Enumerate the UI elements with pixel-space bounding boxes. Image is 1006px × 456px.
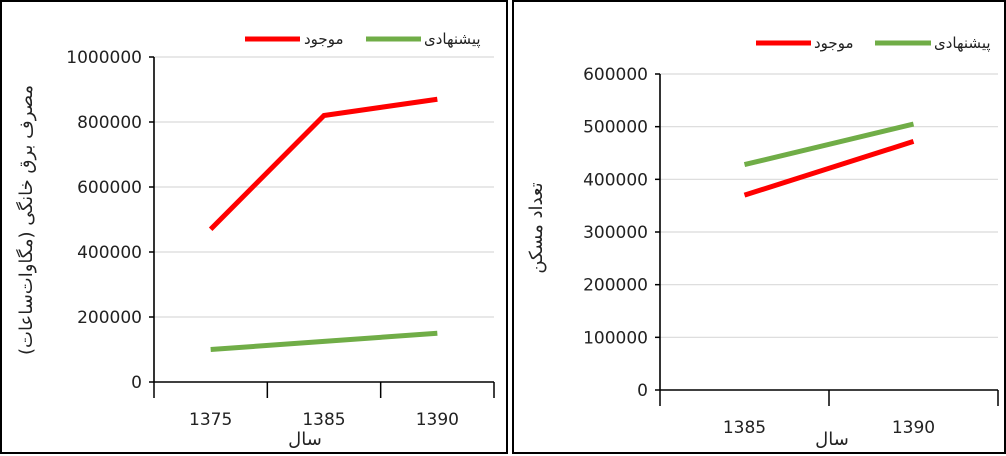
chart-panel-housing-electricity: 0 200000 400000 600000 800000 1000000 1375 1385… [0, 0, 508, 454]
legend-label-0: موجود [304, 30, 344, 48]
x-tick-label: 1385 [302, 410, 345, 430]
x-tick-label: 1390 [416, 410, 459, 430]
y-tick-label: 0 [637, 381, 648, 401]
y-tick-label: 200000 [583, 276, 648, 296]
y-tick-label: 200000 [77, 308, 142, 328]
x-tick-label: 1390 [892, 418, 935, 438]
legend-label-0: موجود [814, 34, 854, 52]
x-tick-label: 1385 [723, 418, 766, 438]
y-tick-label: 600000 [77, 178, 142, 198]
x-axis-title: سال [815, 429, 849, 450]
housing-count-chart: 0 100000 200000 300000 400000 500000 600000 138… [514, 2, 1006, 456]
x-tick-label: 1375 [189, 410, 232, 430]
chart-panel-housing-count: 0 100000 200000 300000 400000 500000 600000 138… [512, 0, 1006, 454]
y-tick-label: 400000 [77, 243, 142, 263]
legend-label-1: پیشنهادی [424, 30, 481, 49]
y-axis-title: تعداد مسکن [526, 182, 547, 273]
legend-label-1: پیشنهادی [934, 34, 991, 53]
y-tick-label: 0 [131, 373, 142, 393]
y-tick-label: 800000 [77, 113, 142, 133]
y-tick-label: 1000000 [66, 48, 142, 68]
y-tick-label: 300000 [583, 223, 648, 243]
y-tick-label: 400000 [583, 170, 648, 190]
series-line-1 [745, 124, 914, 165]
y-tick-label: 500000 [583, 118, 648, 138]
series-line-0 [211, 99, 438, 229]
y-axis-title: مصرف برق خانگی (مگاوات‌ساعات) [15, 85, 37, 355]
electricity-consumption-chart: 0 200000 400000 600000 800000 1000000 1375 1385… [2, 2, 510, 456]
x-axis-title: سال [288, 429, 322, 450]
series-line-0 [745, 141, 914, 195]
y-tick-label: 100000 [583, 328, 648, 348]
y-tick-label: 600000 [583, 65, 648, 85]
